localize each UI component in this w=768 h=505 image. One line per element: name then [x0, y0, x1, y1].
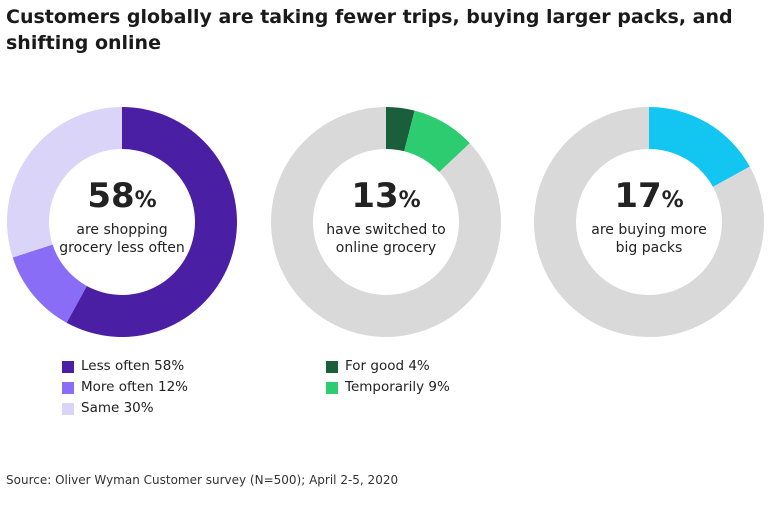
caption: are shopping grocery less often — [59, 222, 185, 256]
caption: have switched to online grocery — [326, 222, 446, 256]
legend-swatch — [62, 360, 74, 373]
headline-value: 58% — [87, 176, 157, 216]
donut-center-label: 17% are buying more big packs — [579, 176, 719, 257]
legend-item: For good 4% — [326, 356, 450, 377]
donut-center-label: 58% are shopping grocery less often — [52, 176, 192, 257]
legend-item: Temporarily 9% — [326, 377, 450, 398]
donut-slice — [404, 110, 470, 173]
legend-label: For good 4% — [345, 358, 430, 374]
legend-item: More often 12% — [62, 377, 188, 398]
legend-item: Same 30% — [62, 398, 188, 419]
legend-swatch — [62, 381, 74, 394]
donut-slice — [649, 107, 750, 187]
source-note: Source: Oliver Wyman Customer survey (N=… — [6, 473, 399, 487]
legend: For good 4% Temporarily 9% — [326, 356, 450, 398]
caption: are buying more big packs — [591, 222, 707, 256]
chart-title: Customers globally are taking fewer trip… — [6, 6, 733, 54]
legend-swatch — [326, 381, 338, 394]
donut-slice — [271, 107, 501, 337]
donut-slice — [534, 107, 764, 337]
donut-center-label: 13% have switched to online grocery — [316, 176, 456, 257]
headline-value: 13% — [351, 176, 421, 216]
donut-slice — [12, 244, 87, 323]
donut-slice — [6, 107, 123, 258]
legend-label: More often 12% — [81, 379, 188, 395]
legend-item: Less often 58% — [62, 356, 188, 377]
legend-swatch — [326, 360, 338, 373]
donut-slice — [386, 107, 415, 152]
legend-label: Temporarily 9% — [345, 379, 450, 395]
headline-value: 17% — [614, 176, 684, 216]
legend-label: Less often 58% — [81, 358, 185, 374]
legend-label: Same 30% — [81, 400, 154, 416]
legend-swatch — [62, 402, 74, 415]
donut-slice — [66, 107, 237, 337]
legend: Less often 58% More often 12% Same 30% — [62, 356, 188, 419]
